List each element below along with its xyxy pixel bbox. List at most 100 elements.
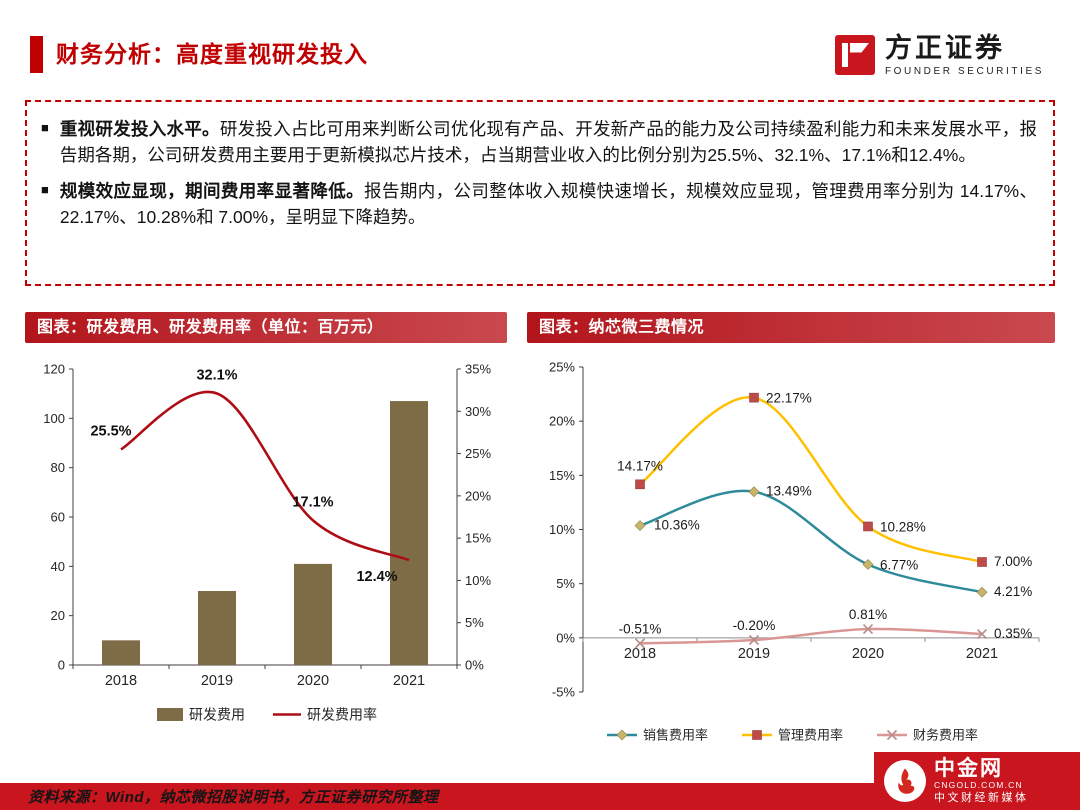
data-label: 32.1% [196, 368, 237, 384]
x-marker [748, 634, 760, 646]
bullet-lead-1: 重视研发投入水平。 [59, 119, 220, 139]
finance-expense-line [639, 627, 983, 645]
square-marker [863, 521, 873, 532]
data-label: -0.51% [619, 621, 662, 636]
square-marker [977, 557, 987, 567]
data-label: 13.49% [766, 484, 812, 499]
summary-box: ■ 重视研发投入水平。研发投入占比可用来判断公司优化现有产品、开发新产品的能力及… [25, 100, 1055, 286]
title-accent-bar [30, 36, 43, 73]
header: 财务分析：高度重视研发投入 方正证券 FOUNDER SECURITIES [30, 33, 1050, 86]
svg-text:25%: 25% [549, 360, 575, 375]
x-marker [634, 638, 646, 649]
svg-text:80: 80 [51, 460, 65, 475]
cngold-domain: CNGOLD.COM.CN [934, 779, 1023, 790]
diamond-marker [862, 559, 874, 570]
rd-combo-chart: 0 20 40 60 80 100 120 0% 5% 10% 15% 20% 25% 30% 35% 201… [25, 343, 507, 755]
svg-text:2020: 2020 [852, 646, 884, 662]
bullet-square-icon: ■ [41, 120, 49, 135]
brand-logo: 方正证券 FOUNDER SECURITIES [834, 33, 1044, 77]
bullet-text-2: 规模效应显现，期间费用率显著降低。报告期内，公司整体收入规模快速增长，规模效应显… [60, 178, 1037, 231]
svg-text:2020: 2020 [297, 673, 329, 689]
data-label: 12.4% [356, 569, 397, 585]
x-marker [862, 623, 874, 635]
data-label: 14.17% [617, 458, 663, 473]
legend-label: 研发费用 [189, 707, 245, 723]
data-label: 0.35% [994, 626, 1032, 641]
data-label: 7.00% [994, 554, 1032, 569]
svg-text:20: 20 [51, 608, 65, 623]
data-label: 4.21% [994, 584, 1032, 599]
svg-text:10%: 10% [465, 573, 491, 588]
svg-text:2019: 2019 [201, 673, 233, 689]
chart-title-expense: 图表：纳芯微三费情况 [527, 312, 1055, 343]
svg-text:0%: 0% [465, 658, 484, 673]
bullet-item-1: ■ 重视研发投入水平。研发投入占比可用来判断公司优化现有产品、开发新产品的能力及… [41, 116, 1037, 169]
svg-text:60: 60 [51, 510, 65, 525]
svg-text:0%: 0% [556, 630, 575, 645]
sales-expense-line [639, 489, 983, 594]
svg-text:2019: 2019 [738, 646, 770, 662]
cngold-tagline: 中文财经新媒体 [934, 791, 1029, 804]
admin-expense-line [639, 396, 983, 564]
svg-text:25%: 25% [465, 446, 491, 461]
svg-text:40: 40 [51, 559, 65, 574]
chart-title-rd: 图表：研发费用、研发费用率（单位：百万元） [25, 312, 507, 343]
legend-label: 财务费用率 [913, 728, 978, 743]
svg-text:5%: 5% [465, 615, 484, 630]
data-label: 25.5% [90, 423, 131, 439]
svg-text:30%: 30% [465, 404, 491, 419]
svg-text:2018: 2018 [105, 673, 137, 689]
svg-text:2018: 2018 [624, 646, 656, 662]
svg-text:2021: 2021 [966, 646, 998, 662]
bar-2020 [294, 563, 332, 665]
brand-subtitle: FOUNDER SECURITIES [884, 65, 1044, 77]
data-label: 10.28% [880, 519, 926, 534]
rd-chart-svg: 0 20 40 60 80 100 120 0% 5% 10% 15% 20% 25% 30% 35% 201… [43, 362, 491, 723]
expense-chart-svg: 25% 20% 15% 10% 5% 0% -5% 2018 2019 2020 2021 10.36… [549, 360, 1040, 743]
svg-text:10%: 10% [549, 522, 575, 537]
svg-text:20%: 20% [549, 414, 575, 429]
x-marker [976, 628, 988, 640]
legend-label: 管理费用率 [778, 728, 843, 743]
data-label: 10.36% [654, 518, 700, 533]
cngold-watermark: 中金网 CNGOLD.COM.CN 中文财经新媒体 [874, 752, 1080, 810]
svg-text:0: 0 [58, 658, 65, 673]
svg-text:15%: 15% [549, 468, 575, 483]
legend-bar-swatch [157, 708, 183, 721]
page-title: 财务分析：高度重视研发投入 [56, 41, 368, 67]
svg-text:100: 100 [43, 411, 65, 426]
svg-text:5%: 5% [556, 576, 575, 591]
bullet-body-2: 报告期内，公司整体收入规模快速增长，规模效应显现，管理费用率分别为 14.17%… [59, 180, 1038, 227]
founder-logo-icon [834, 34, 876, 76]
rd-rate-line [120, 390, 410, 562]
legend-label: 销售费用率 [643, 728, 708, 743]
bar-2019 [198, 591, 236, 665]
data-label: -0.20% [733, 618, 776, 633]
cngold-name: 中金网 [934, 756, 1003, 780]
source-note: 资料来源：Wind，纳芯微招股说明书，方正证券研究所整理 [28, 789, 439, 806]
bullet-lead-2: 规模效应显现，期间费用率显著降低。 [59, 180, 365, 201]
svg-text:120: 120 [43, 362, 65, 377]
bar-2018 [102, 640, 140, 665]
svg-text:15%: 15% [465, 531, 491, 546]
svg-text:-5%: -5% [552, 685, 576, 700]
brand-text: 方正证券 FOUNDER SECURITIES [884, 33, 1044, 77]
square-marker [749, 392, 759, 403]
legend-label: 研发费用率 [307, 707, 377, 723]
diamond-marker [748, 486, 760, 498]
x-marker [886, 729, 898, 741]
data-label: 6.77% [880, 557, 918, 572]
chart-panel-expense: 图表：纳芯微三费情况 25% 20% 15% 10% 5% 0% -5% 2018 2019 20… [527, 312, 1055, 755]
svg-text:2021: 2021 [393, 673, 425, 689]
expense-line-chart: 25% 20% 15% 10% 5% 0% -5% 2018 2019 2020 2021 10.36… [527, 343, 1055, 755]
bullet-item-2: ■ 规模效应显现，期间费用率显著降低。报告期内，公司整体收入规模快速增长，规模效… [41, 178, 1037, 231]
square-marker [635, 479, 645, 490]
cngold-flame-icon [884, 760, 926, 802]
bullet-square-icon: ■ [41, 181, 49, 197]
svg-text:20%: 20% [465, 488, 491, 503]
diamond-marker [976, 586, 988, 598]
data-label: 0.81% [849, 607, 887, 622]
data-label: 17.1% [292, 494, 333, 510]
data-label: 22.17% [766, 391, 812, 406]
